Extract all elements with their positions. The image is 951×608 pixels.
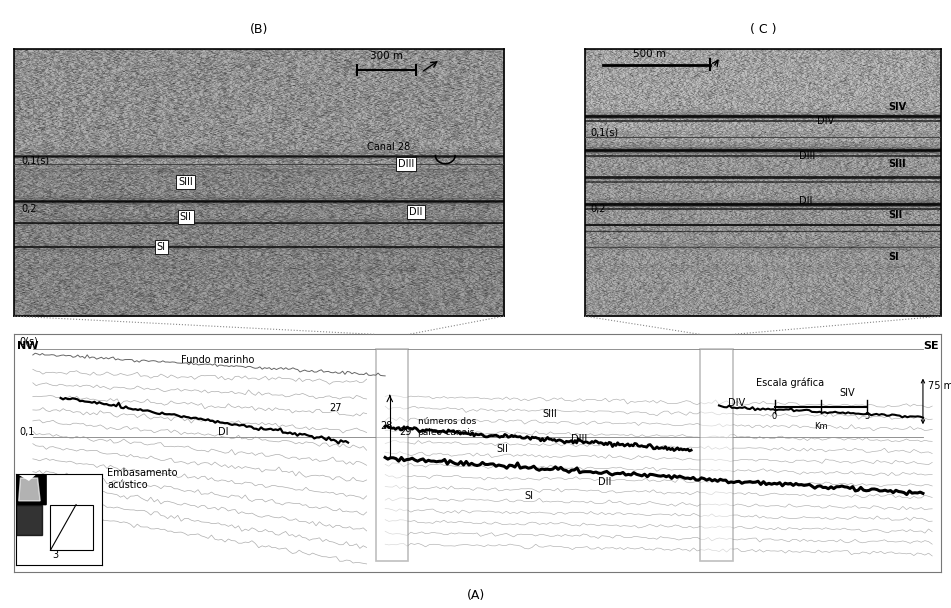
- Text: Km: Km: [814, 422, 827, 431]
- Text: DIV: DIV: [817, 116, 834, 126]
- Text: 0(s): 0(s): [19, 337, 38, 347]
- Polygon shape: [16, 505, 42, 535]
- Text: SIV: SIV: [840, 389, 855, 398]
- Text: DIII: DIII: [398, 159, 415, 168]
- Text: DII: DII: [799, 196, 812, 206]
- Text: SII: SII: [180, 212, 191, 222]
- Text: 28: 28: [380, 421, 393, 431]
- Text: 27: 27: [329, 402, 342, 413]
- Text: Fundo marinho: Fundo marinho: [181, 355, 255, 365]
- Text: SIII: SIII: [178, 178, 193, 187]
- Text: 0,2: 0,2: [22, 204, 37, 214]
- Text: 0: 0: [772, 412, 777, 421]
- Text: DII: DII: [409, 207, 422, 217]
- Text: DI: DI: [218, 427, 229, 437]
- Text: 75 m: 75 m: [927, 381, 951, 391]
- Text: DII: DII: [598, 477, 611, 487]
- Text: SI: SI: [524, 491, 534, 502]
- Text: 300 m: 300 m: [370, 51, 403, 61]
- Polygon shape: [19, 478, 40, 501]
- Text: SE: SE: [923, 340, 939, 351]
- Text: 0,1: 0,1: [19, 427, 34, 437]
- Text: 500 m: 500 m: [632, 49, 666, 58]
- Text: 0,2: 0,2: [591, 204, 606, 214]
- Polygon shape: [16, 474, 47, 505]
- Text: SIII: SIII: [888, 159, 905, 168]
- Text: SI: SI: [157, 241, 165, 252]
- Text: 29: 29: [399, 427, 412, 437]
- Text: Embasamento
acústico: Embasamento acústico: [107, 468, 178, 489]
- Text: 5: 5: [864, 412, 870, 421]
- Text: DIII: DIII: [799, 151, 815, 161]
- Text: SII: SII: [496, 444, 508, 454]
- Text: ( C ): ( C ): [750, 24, 776, 36]
- Text: Canal 28: Canal 28: [367, 142, 410, 152]
- Text: SII: SII: [888, 210, 902, 219]
- Text: SIII: SIII: [543, 409, 557, 419]
- Text: SIV: SIV: [888, 103, 906, 112]
- Text: (A): (A): [466, 589, 485, 602]
- Text: NW: NW: [17, 340, 39, 351]
- Bar: [376, 349, 408, 561]
- Text: 0,1(s): 0,1(s): [22, 156, 49, 166]
- Text: 0,1(s): 0,1(s): [591, 128, 618, 138]
- Text: DIV: DIV: [728, 398, 746, 407]
- Text: 3: 3: [52, 550, 58, 560]
- Bar: [700, 349, 733, 561]
- Bar: [50, 505, 93, 550]
- Text: SI: SI: [888, 252, 899, 262]
- Text: (B): (B): [250, 24, 268, 36]
- Text: Escala gráfica: Escala gráfica: [756, 378, 825, 388]
- Text: números dos
paleo-canais: números dos paleo-canais: [417, 417, 476, 437]
- Text: DIII: DIII: [571, 434, 587, 444]
